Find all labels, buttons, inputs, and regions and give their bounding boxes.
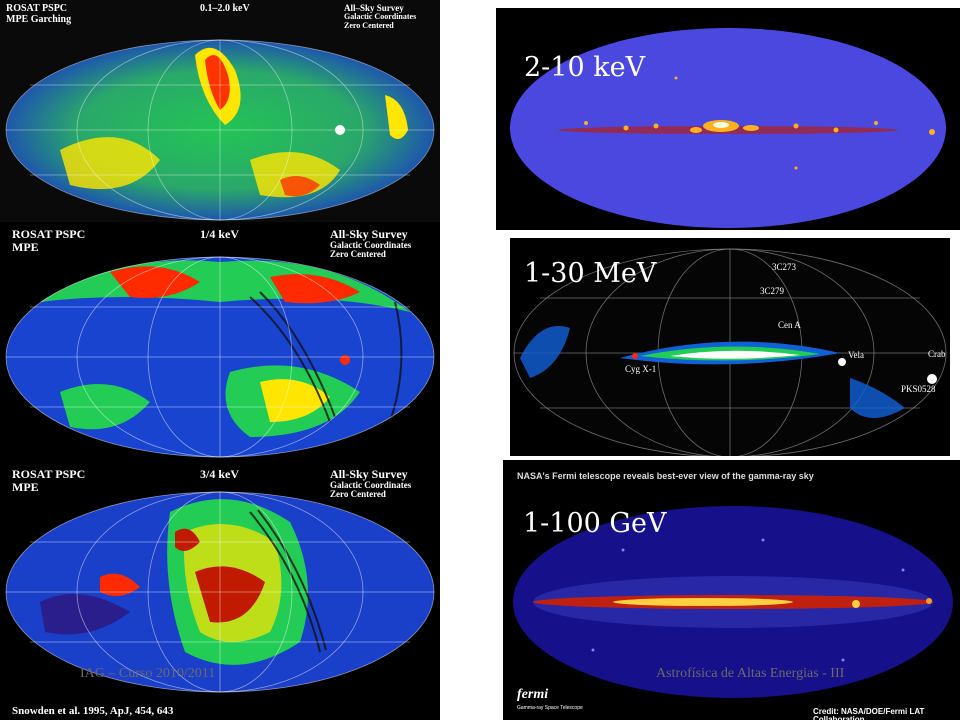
- footer-left: IAG – Curso 2010/2011: [80, 666, 216, 681]
- header-left-line2: MPE: [12, 479, 39, 494]
- fermi-credit: Credit: NASA/DOE/Fermi LAT Collaboration: [813, 707, 925, 720]
- header-right-line2: Galactic Coordinates: [344, 12, 417, 22]
- fermi-logo-subtitle: Gamma-ray Space Telescope: [517, 705, 583, 711]
- source-label-pks0528: PKS0528: [901, 384, 936, 394]
- header-right-line1: All-Sky Survey: [330, 227, 408, 241]
- fermi-panel: NASA's Fermi telescope reveals best-ever…: [503, 460, 960, 720]
- energy-label: 3/4 keV: [200, 467, 239, 481]
- header-right-line2: Galactic Coordinates: [330, 479, 412, 490]
- rosat-threequarter-panel: ROSAT PSPC MPE 3/4 keV All-Sky Survey Gala…: [0, 462, 440, 720]
- source-label-vela: Vela: [848, 350, 864, 360]
- footer-right: Astrofísica de Altas Energias - III: [656, 666, 845, 681]
- energy-label: 1-100 GeV: [523, 508, 667, 539]
- header-right-line1: All–Sky Survey: [344, 3, 404, 13]
- comptel-panel: 1-30 MeV 3C273 3C279 Cen A Vela Crab Cyg…: [510, 238, 950, 456]
- header-right-line2: Galactic Coordinates: [330, 239, 412, 250]
- source-label-crab: Crab: [928, 349, 946, 359]
- source-label-cen-a: Cen A: [778, 320, 801, 330]
- header-left-line2: MPE: [12, 239, 39, 254]
- header-left-line1: ROSAT PSPC: [12, 467, 86, 481]
- rosat-threequarter-map: [5, 491, 435, 693]
- energy-label: 1/4 keV: [200, 227, 239, 241]
- fermi-map: [513, 506, 953, 698]
- header-right-line3: Zero Centered: [330, 489, 386, 500]
- rosat-quarter-map: [5, 256, 435, 458]
- source-label-3c279: 3C279: [760, 286, 785, 296]
- hard-xray-panel: 2-10 keV: [496, 8, 960, 230]
- fermi-logo: fermi: [517, 687, 549, 702]
- rosat-total-map: [5, 39, 435, 221]
- hard-xray-map: [510, 28, 946, 228]
- energy-label: 2-10 keV: [524, 52, 646, 83]
- fermi-banner: NASA's Fermi telescope reveals best-ever…: [517, 471, 814, 481]
- header-left-line1: ROSAT PSPC: [12, 227, 86, 241]
- header-right-line1: All-Sky Survey: [330, 467, 408, 481]
- source-label-cyg-x1: Cyg X-1: [625, 364, 657, 374]
- header-left-line2: MPE Garching: [6, 13, 72, 25]
- header-left-line1: ROSAT PSPC: [6, 3, 68, 14]
- energy-label: 0.1–2.0 keV: [200, 3, 250, 14]
- header-right-line3: Zero Centered: [330, 249, 386, 260]
- source-label-3c273: 3C273: [772, 262, 797, 272]
- header-right-line3: Zero Centered: [344, 20, 394, 30]
- comptel-map: [513, 248, 947, 456]
- rosat-quarter-panel: ROSAT PSPC MPE 1/4 keV All-Sky Survey Gala…: [0, 222, 440, 462]
- energy-label: 1-30 MeV: [524, 258, 657, 289]
- citation: Snowden et al. 1995, ApJ, 454, 643: [12, 705, 174, 717]
- rosat-total-panel: ROSAT PSPC MPE Garching 0.1–2.0 keV All–S…: [0, 0, 440, 222]
